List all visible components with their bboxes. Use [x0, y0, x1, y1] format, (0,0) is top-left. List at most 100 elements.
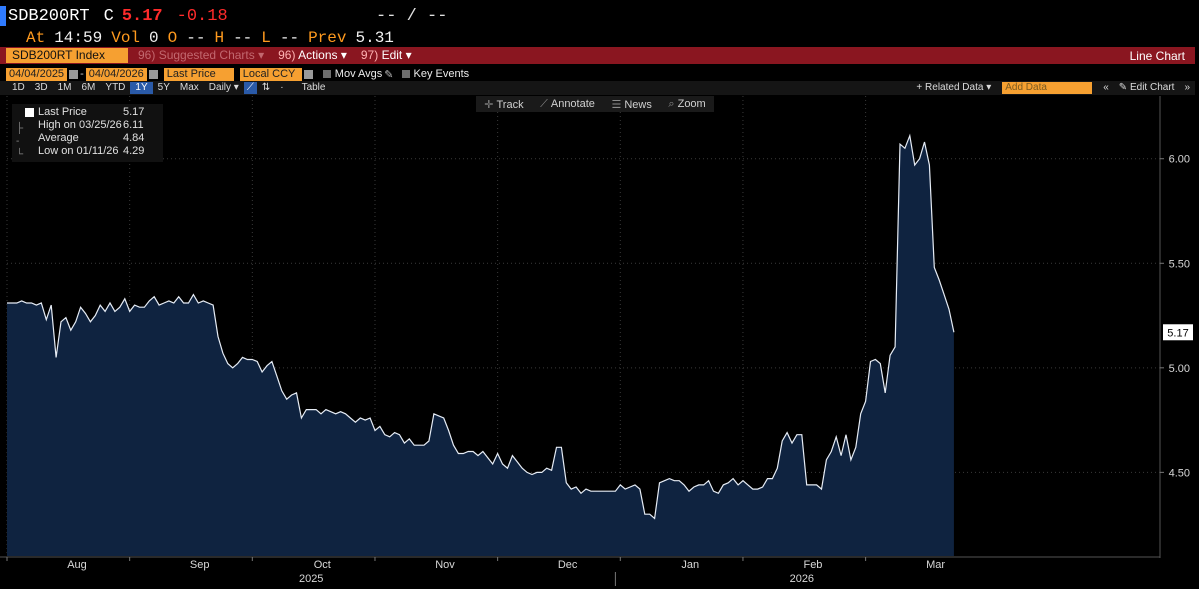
close-label: C [103, 6, 114, 26]
calendar-icon[interactable] [148, 69, 158, 79]
range-3d[interactable]: 3D [34, 82, 48, 93]
range-ytd[interactable]: YTD [105, 82, 126, 93]
data-point [365, 420, 366, 421]
data-point [492, 463, 493, 464]
data-point [291, 394, 292, 395]
high-value: -- [233, 29, 253, 47]
dot-icon[interactable]: · [280, 82, 284, 93]
data-point [728, 482, 729, 483]
sort-icon[interactable]: ⇅ [261, 82, 271, 93]
add-data-input[interactable]: Add Data [1002, 82, 1093, 94]
data-point [423, 445, 424, 446]
news-icon: ☰ [611, 98, 622, 111]
data-point [806, 484, 807, 485]
legend-tree-icon: ├ - └ [16, 123, 24, 160]
data-point [551, 470, 552, 471]
suggested-charts-button[interactable]: 96) Suggested Charts ▾ [134, 48, 268, 63]
chart-legend[interactable]: ├ - └ Last Price 5.17 High on 03/25/26 6.1… [12, 104, 163, 162]
data-point [659, 482, 660, 483]
data-point [944, 294, 945, 295]
data-point [473, 451, 474, 452]
track-button[interactable]: ✛ Track [484, 98, 523, 111]
table-button[interactable]: Table [301, 82, 326, 93]
data-point [345, 413, 346, 414]
data-point [723, 484, 724, 485]
news-button[interactable]: ☰ News [611, 98, 651, 111]
pencil-icon[interactable]: ✎ [384, 68, 394, 81]
end-date-field[interactable]: 04/04/2026 [85, 67, 147, 81]
actions-button[interactable]: 96) Actions ▾ [274, 48, 351, 63]
data-point [531, 474, 532, 475]
data-point [379, 426, 380, 427]
data-point [585, 489, 586, 490]
last-value-label: 5.17 [1167, 327, 1188, 339]
data-point [139, 307, 140, 308]
data-point [183, 302, 184, 303]
edit-chart-button[interactable]: ✎ Edit Chart [1114, 82, 1180, 94]
data-point [41, 302, 42, 303]
range-1d[interactable]: 1D [12, 82, 25, 93]
open-label: O [167, 29, 178, 47]
data-point [154, 296, 155, 297]
price-field-select[interactable]: Last Price [163, 67, 234, 81]
currency-select[interactable]: Local CCY [239, 67, 302, 81]
chevron-down-icon: ▾ [258, 48, 265, 62]
data-point [65, 317, 66, 318]
range-5y[interactable]: 5Y [157, 82, 170, 93]
data-point [831, 451, 832, 452]
ticker-flag-icon [0, 6, 6, 26]
price-change: -0.18 [176, 6, 228, 26]
price-line [7, 133, 955, 520]
range-6m[interactable]: 6M [81, 82, 96, 93]
related-data-button[interactable]: + Related Data ▾ [911, 82, 996, 94]
data-point [438, 415, 439, 416]
range-max[interactable]: Max [179, 82, 199, 93]
data-point [222, 353, 223, 354]
legend-swatch-icon [25, 108, 34, 117]
data-point [762, 486, 763, 487]
data-point [703, 484, 704, 485]
data-point [217, 336, 218, 337]
x-month-label: Aug [67, 559, 87, 571]
range-1m[interactable]: 1M [57, 82, 72, 93]
annotate-button[interactable]: ⟋ Annotate [540, 98, 595, 111]
data-point [787, 432, 788, 433]
quote-time: 14:59 [54, 29, 103, 47]
data-point [286, 399, 287, 400]
prev-label: Prev [308, 29, 347, 47]
frequency-select[interactable]: Daily ▾ [204, 82, 244, 94]
edit-button[interactable]: 97) Edit ▾ [357, 48, 416, 63]
data-point [939, 279, 940, 280]
data-point [566, 482, 567, 483]
line-chart-icon[interactable]: ⟋ [243, 82, 257, 94]
calendar-icon[interactable] [69, 69, 79, 79]
suggested-charts-number: 96) [138, 48, 156, 62]
bid-ask: -- / -- [376, 6, 448, 26]
mov-avgs-checkbox[interactable] [322, 70, 331, 78]
x-month-label: Jan [681, 559, 699, 571]
mov-avgs-label: Mov Avgs [334, 68, 383, 80]
key-events-checkbox[interactable] [401, 70, 410, 78]
last-price: 5.17 [121, 6, 163, 26]
data-point [144, 307, 145, 308]
legend-label: Average [38, 132, 79, 144]
data-point [811, 484, 812, 485]
zoom-button[interactable]: ⌕ Zoom [668, 98, 705, 111]
data-point [890, 355, 891, 356]
data-point [801, 434, 802, 435]
security-field[interactable]: SDB200RT Index [6, 48, 128, 63]
data-point [679, 480, 680, 481]
data-point [70, 330, 71, 331]
data-point [188, 302, 189, 303]
range-1y[interactable]: 1Y [130, 82, 153, 94]
expand-icon[interactable]: » [1184, 82, 1190, 93]
edit-number: 97) [360, 48, 379, 62]
collapse-icon[interactable]: « [1103, 82, 1109, 93]
start-date-field[interactable]: 04/04/2025 [6, 67, 68, 81]
data-point [262, 371, 263, 372]
data-point [109, 302, 110, 303]
chevron-down-icon[interactable] [303, 69, 313, 79]
data-point [865, 401, 866, 402]
data-point [271, 361, 272, 362]
